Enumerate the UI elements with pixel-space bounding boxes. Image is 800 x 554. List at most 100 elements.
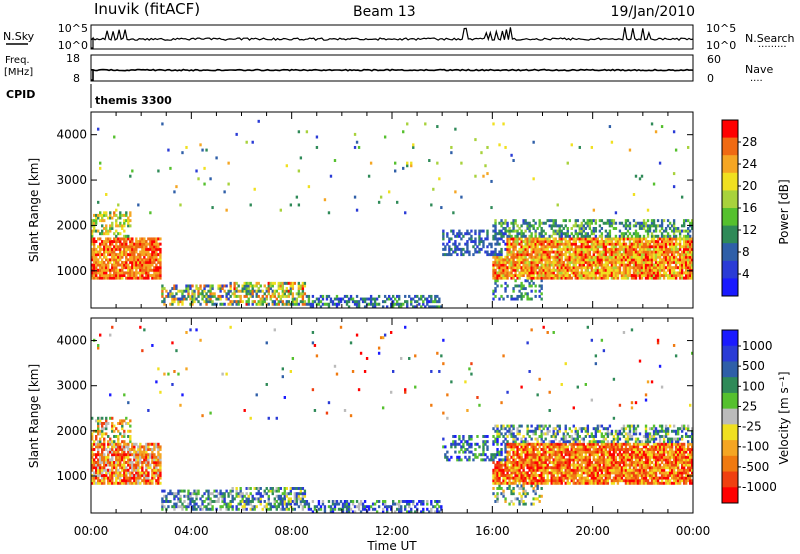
heatmap-cell (103, 247, 106, 251)
heatmap-cell (522, 440, 525, 444)
heatmap-cell (562, 260, 565, 264)
heatmap-cell (538, 268, 541, 272)
heatmap-cell (113, 237, 116, 241)
heatmap-cell (648, 224, 652, 228)
heatmap-cell (512, 263, 515, 267)
heatmap-cell (548, 271, 551, 275)
heatmap-cell (175, 502, 178, 506)
heatmap-cell (101, 268, 104, 272)
heatmap-cell (674, 276, 678, 280)
heatmap-cell (307, 505, 311, 509)
heatmap-cell (279, 284, 282, 288)
heatmap-cell (554, 258, 557, 262)
heatmap-cell (99, 432, 102, 436)
heatmap-cell (680, 274, 684, 277)
heatmap-cell (327, 305, 331, 309)
heatmap-cell (686, 250, 690, 254)
heatmap-cell (654, 250, 658, 254)
heatmap-cell (668, 242, 672, 246)
heatmap-cell (686, 276, 690, 280)
heatmap-cell (528, 221, 531, 225)
heatmap-cell (482, 448, 485, 451)
heatmap-cell (540, 245, 543, 249)
heatmap-cell (109, 474, 112, 477)
heatmap-cell (556, 271, 559, 275)
power-x-ticks (90, 112, 694, 308)
heatmap-cell (123, 440, 126, 444)
heatmap-cell (257, 489, 260, 493)
heatmap-cell (398, 502, 401, 506)
heatmap-cell (420, 502, 423, 506)
heatmap-cell (622, 268, 626, 272)
heatmap-cell (648, 274, 652, 277)
heatmap-cell (97, 127, 100, 131)
heatmap-cell (484, 458, 487, 462)
heatmap-cell (684, 229, 688, 233)
heatmap-cell (161, 500, 164, 503)
heatmap-cell (510, 445, 513, 449)
heatmap-cell (456, 234, 459, 238)
heatmap-cell (133, 466, 136, 470)
heatmap-cell (500, 424, 503, 428)
heatmap-cell (97, 466, 100, 470)
heatmap-cell (410, 164, 413, 168)
heatmap-cell (91, 479, 94, 483)
heatmap-cell (406, 502, 409, 506)
heatmap-cell (510, 442, 513, 446)
heatmap-cell (654, 276, 658, 280)
heatmap-cell (123, 393, 126, 397)
heatmap-cell (155, 471, 158, 475)
heatmap-cell (502, 276, 505, 280)
heatmap-cell (125, 453, 128, 457)
heatmap-cell (502, 471, 505, 475)
heatmap-cell (129, 271, 132, 275)
nsearch-tick-top: 10^5 (706, 22, 736, 35)
heatmap-cell (518, 487, 521, 490)
heatmap-cell (149, 245, 152, 249)
heatmap-cell (273, 502, 276, 506)
heatmap-cell (558, 234, 561, 238)
heatmap-cell (496, 435, 499, 438)
heatmap-cell (367, 297, 371, 301)
heatmap-cell (494, 476, 497, 480)
heatmap-cell (624, 221, 628, 225)
heatmap-cell (606, 234, 610, 238)
heatmap-cell (111, 471, 114, 475)
heatmap-cell (466, 442, 469, 446)
heatmap-cell (648, 255, 652, 259)
heatmap-cell (438, 297, 441, 301)
heatmap-cell (628, 260, 632, 264)
heatmap-cell (534, 237, 537, 241)
heatmap-cell (576, 224, 579, 228)
heatmap-cell (111, 481, 114, 485)
heatmap-cell (578, 229, 581, 233)
heatmap-cell (141, 237, 144, 241)
heatmap-cell (502, 268, 505, 272)
heatmap-cell (624, 271, 628, 275)
heatmap-cell (418, 297, 421, 301)
heatmap-cell (412, 305, 415, 309)
heatmap-cell (540, 271, 543, 275)
heatmap-cell (528, 481, 531, 485)
heatmap-cell (93, 240, 96, 244)
heatmap-cell (263, 500, 266, 503)
heatmap-cell (590, 237, 594, 241)
heatmap-cell (239, 494, 242, 498)
heatmap-cell (243, 502, 246, 506)
heatmap-cell (526, 268, 529, 272)
heatmap-cell (101, 479, 104, 483)
heatmap-cell (614, 247, 618, 251)
heatmap-cell (207, 489, 210, 493)
heatmap-cell (279, 287, 282, 291)
heatmap-cell (558, 260, 561, 264)
heatmap-cell (664, 242, 668, 246)
heatmap-cell (506, 276, 509, 280)
heatmap-cell (572, 253, 575, 257)
heatmap-cell (103, 211, 106, 215)
heatmap-cell (522, 294, 525, 298)
heatmap-cell (526, 263, 529, 267)
heatmap-cell (574, 245, 577, 249)
heatmap-cell (173, 370, 176, 373)
heatmap-cell (494, 255, 497, 259)
heatmap-cell (159, 247, 162, 251)
